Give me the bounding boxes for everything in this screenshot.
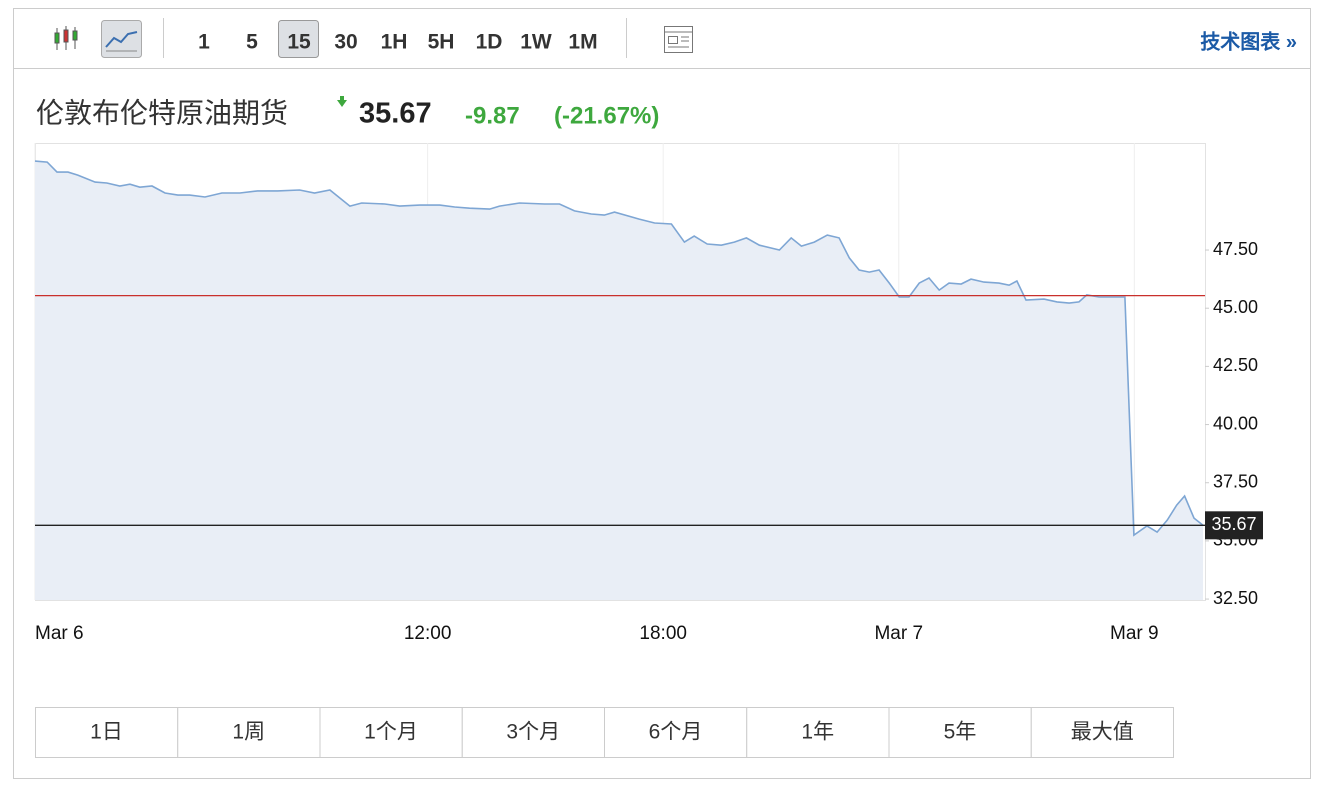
- interval-button[interactable]: 1M: [568, 31, 597, 54]
- range-button-box[interactable]: [461, 707, 605, 758]
- range-button[interactable]: 1日: [90, 721, 123, 744]
- interval-button[interactable]: 1D: [476, 31, 503, 54]
- line-chart-icon[interactable]: [101, 20, 142, 58]
- range-button[interactable]: 1年: [801, 721, 834, 744]
- x-tick-label: Mar 7: [874, 623, 923, 644]
- range-button-box[interactable]: [319, 707, 463, 758]
- range-button[interactable]: 最大值: [1071, 721, 1134, 744]
- news-icon[interactable]: [664, 26, 693, 53]
- range-button[interactable]: 3个月: [506, 721, 560, 744]
- selected-interval: [278, 20, 319, 58]
- y-tick-label: 47.50: [1213, 239, 1258, 259]
- range-button[interactable]: 6个月: [649, 721, 703, 744]
- interval-button[interactable]: 30: [334, 31, 357, 54]
- range-button-box[interactable]: [746, 707, 890, 758]
- x-tick-label: Mar 6: [35, 623, 84, 644]
- interval-button[interactable]: 15: [287, 31, 311, 54]
- y-tick-label: 40.00: [1213, 413, 1258, 433]
- interval-button[interactable]: 1: [198, 31, 210, 54]
- line: [34, 160, 1204, 537]
- price: 35.67: [359, 98, 432, 130]
- range-button-box[interactable]: [35, 707, 179, 758]
- range-button-box[interactable]: [604, 707, 748, 758]
- y-tick-label: 42.50: [1213, 355, 1258, 375]
- range-button-box[interactable]: [888, 707, 1032, 758]
- interval-button[interactable]: 5H: [428, 31, 455, 54]
- x-tick-label: 12:00: [404, 623, 452, 644]
- range-button[interactable]: 1周: [232, 721, 265, 744]
- change: -9.87: [465, 102, 520, 129]
- y-tick-label: 37.50: [1213, 471, 1258, 491]
- interval-button[interactable]: 5: [246, 31, 258, 54]
- range-button-box[interactable]: [1030, 707, 1174, 758]
- y-tick-label: 32.50: [1213, 588, 1258, 608]
- area: [35, 161, 1203, 600]
- candle-icon[interactable]: [54, 26, 78, 50]
- last-price-box: [1205, 511, 1263, 540]
- last-price-label: 35.67: [1211, 514, 1256, 534]
- technical-chart-link[interactable]: 技术图表 »: [1200, 29, 1297, 53]
- y-tick-label: 45.00: [1213, 297, 1258, 317]
- range-button[interactable]: 5年: [944, 721, 977, 744]
- down-arrow: [337, 96, 347, 107]
- interval-button[interactable]: 1W: [520, 31, 552, 54]
- x-tick-label: Mar 9: [1110, 623, 1159, 644]
- change-percent: (-21.67%): [554, 102, 659, 129]
- x-tick-label: 18:00: [639, 623, 687, 644]
- range-button[interactable]: 1个月: [364, 721, 418, 744]
- interval-button[interactable]: 1H: [381, 31, 408, 54]
- instrument-name: 伦敦布伦特原油期货: [36, 97, 288, 128]
